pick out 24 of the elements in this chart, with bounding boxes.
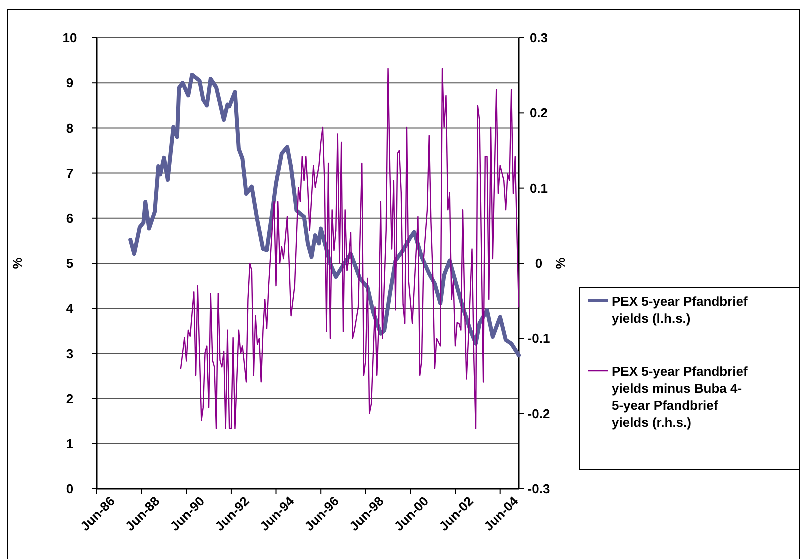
y2-tick-label: 0.2 — [530, 106, 548, 121]
line-series — [180, 68, 520, 430]
y2-tick-label: 0.3 — [530, 30, 548, 46]
y-tick-label: 4 — [66, 301, 74, 316]
y-tick-label: 9 — [66, 76, 74, 91]
y-tick-label: 10 — [62, 30, 78, 46]
y2-tick-label: -0.1 — [528, 331, 550, 346]
y2-tick-label: 0.1 — [530, 180, 548, 196]
y2-axis-title: % — [553, 257, 568, 270]
legend-label: PEX 5-year Pfandbrief yields (l.h.s.) — [612, 294, 748, 326]
line-series — [128, 72, 521, 358]
y2-tick-label: -0.3 — [528, 482, 550, 497]
legend-label: PEX 5-year Pfandbrief yields minus Buba 4-5-year Pfandbrief yields (r.h.s.) — [612, 364, 748, 430]
y-tick-label: 3 — [66, 346, 74, 362]
y-tick-label: 2 — [66, 391, 74, 406]
y-tick-label: 7 — [66, 166, 74, 181]
y-tick-label: 6 — [66, 210, 74, 226]
y-tick-label: 1 — [66, 436, 74, 452]
y-tick-label: 8 — [66, 120, 74, 136]
y-axis-title: % — [10, 257, 25, 270]
y2-tick-label: -0.2 — [528, 406, 550, 422]
y-tick-label: 0 — [66, 482, 74, 497]
y2-tick-label: 0 — [535, 256, 543, 272]
y-tick-label: 5 — [66, 256, 74, 272]
